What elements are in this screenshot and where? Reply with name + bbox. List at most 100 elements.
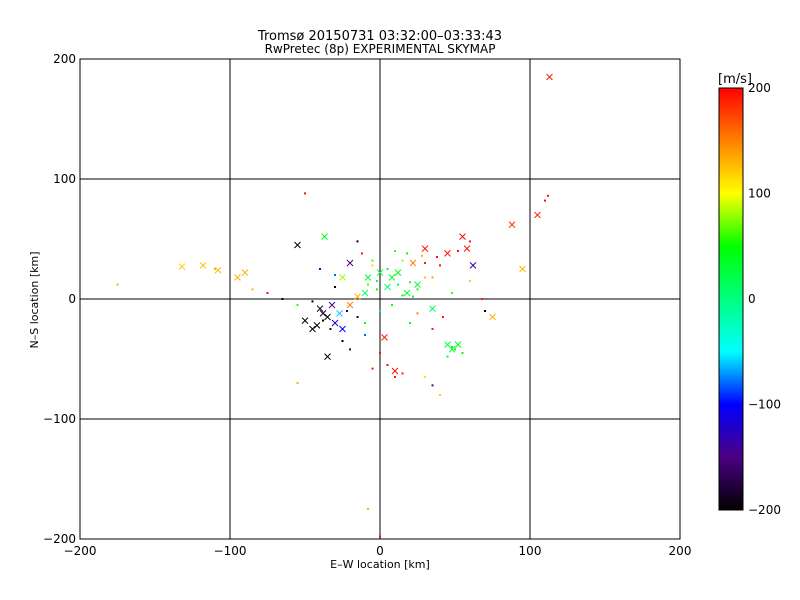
data-point-x bbox=[534, 211, 541, 219]
colorbar-tick-label: −200 bbox=[748, 503, 781, 517]
data-point-dot bbox=[439, 394, 441, 396]
y-tick-label: 200 bbox=[53, 52, 76, 66]
data-point-x bbox=[331, 319, 339, 327]
data-point-dot bbox=[349, 348, 351, 351]
data-point-dot bbox=[296, 382, 299, 384]
data-point-dot bbox=[361, 252, 363, 255]
data-point-dot bbox=[431, 384, 434, 387]
data-point-dot bbox=[334, 286, 336, 288]
data-point-dot bbox=[364, 322, 366, 324]
data-point-dot bbox=[346, 310, 348, 312]
data-point-dot bbox=[544, 199, 546, 202]
data-point-dot bbox=[281, 298, 284, 300]
data-point-x bbox=[241, 269, 249, 276]
data-point-dot bbox=[356, 316, 359, 318]
data-point-dot bbox=[266, 292, 269, 294]
data-point-x bbox=[394, 269, 402, 276]
data-point-dot bbox=[469, 280, 471, 282]
data-point-x bbox=[444, 250, 451, 257]
colorbar bbox=[718, 87, 744, 511]
data-point-dot bbox=[379, 310, 381, 312]
y-tick-label: 0 bbox=[68, 292, 76, 306]
data-point-dot bbox=[469, 240, 471, 243]
data-point-dot bbox=[391, 304, 393, 306]
colorbar-tick-label: 100 bbox=[748, 187, 771, 201]
x-tick-label: 100 bbox=[519, 544, 542, 558]
data-point-dot bbox=[401, 372, 404, 375]
data-point-dot bbox=[394, 250, 396, 252]
data-point-dot bbox=[356, 240, 359, 243]
data-point-dot bbox=[484, 310, 486, 312]
colorbar-ticks: 200 100 0 −100 −200 bbox=[748, 81, 781, 517]
data-point-dot bbox=[446, 355, 449, 358]
data-point-x bbox=[336, 310, 343, 317]
data-point-x bbox=[429, 305, 436, 312]
data-point-x bbox=[444, 341, 451, 348]
data-point-x bbox=[178, 263, 186, 270]
data-point-x bbox=[519, 265, 526, 273]
data-point-x bbox=[339, 274, 346, 281]
data-point-dot bbox=[424, 376, 426, 378]
data-point-dot bbox=[116, 283, 119, 286]
data-point-x bbox=[409, 259, 417, 267]
y-tick-label: −100 bbox=[43, 412, 76, 426]
data-point-dot bbox=[401, 294, 404, 297]
colorbar-tick-label: −100 bbox=[748, 398, 781, 412]
data-point-x bbox=[294, 241, 301, 249]
data-point-dot bbox=[322, 319, 324, 322]
data-point-dot bbox=[296, 304, 299, 306]
data-point-dot bbox=[481, 298, 483, 300]
data-point-dot bbox=[371, 259, 374, 262]
data-point-dot bbox=[371, 264, 374, 267]
x-axis-label: E–W location [km] bbox=[330, 558, 430, 571]
data-point-dot bbox=[436, 256, 438, 258]
data-point-dot bbox=[311, 300, 314, 303]
data-point-x bbox=[546, 73, 553, 81]
data-point-x bbox=[324, 313, 331, 321]
data-point-dot bbox=[367, 508, 369, 510]
x-tick-label: −200 bbox=[64, 544, 97, 558]
data-point-x bbox=[421, 245, 429, 252]
data-point-dot bbox=[406, 252, 408, 255]
data-point-x bbox=[346, 259, 354, 267]
data-point-x bbox=[199, 262, 207, 269]
data-point-x bbox=[384, 283, 391, 291]
colorbar-tick-label: 200 bbox=[748, 81, 771, 95]
data-point-dot bbox=[442, 316, 444, 318]
data-point-dot bbox=[329, 328, 332, 330]
y-axis-label: N–S location [km] bbox=[28, 251, 41, 348]
data-point-x bbox=[301, 317, 309, 324]
data-point-x bbox=[234, 274, 241, 281]
x-tick-label: 200 bbox=[669, 544, 692, 558]
data-point-dot bbox=[439, 264, 441, 267]
y-tick-label: −200 bbox=[43, 532, 76, 546]
data-point-dot bbox=[421, 254, 423, 257]
plot-frame bbox=[79, 58, 681, 540]
data-point-dot bbox=[304, 192, 306, 195]
data-point-dot bbox=[412, 295, 414, 298]
data-point-dot bbox=[409, 281, 411, 284]
x-tick-label: 0 bbox=[376, 544, 384, 558]
plot-points bbox=[116, 73, 553, 538]
y-axis-ticks: 200 100 0 −100 −200 bbox=[43, 52, 76, 546]
data-point-dot bbox=[251, 288, 254, 291]
data-point-x bbox=[388, 274, 396, 281]
colorbar-label: [m/s] bbox=[718, 72, 752, 87]
data-point-dot bbox=[431, 328, 434, 330]
data-point-x bbox=[316, 305, 324, 312]
data-point-dot bbox=[341, 340, 344, 342]
data-point-dot bbox=[364, 334, 366, 336]
data-point-dot bbox=[424, 262, 426, 264]
data-point-x bbox=[364, 274, 372, 281]
y-tick-label: 100 bbox=[53, 172, 76, 186]
data-point-dot bbox=[461, 352, 464, 354]
data-point-dot bbox=[379, 535, 381, 538]
data-point-dot bbox=[394, 376, 396, 378]
data-point-x bbox=[414, 281, 421, 288]
data-point-dot bbox=[334, 274, 336, 276]
chart-title: Tromsø 20150731 03:32:00–03:33:43 bbox=[257, 29, 502, 44]
data-point-dot bbox=[397, 283, 399, 286]
data-point-x bbox=[339, 325, 346, 333]
x-tick-label: −100 bbox=[214, 544, 247, 558]
